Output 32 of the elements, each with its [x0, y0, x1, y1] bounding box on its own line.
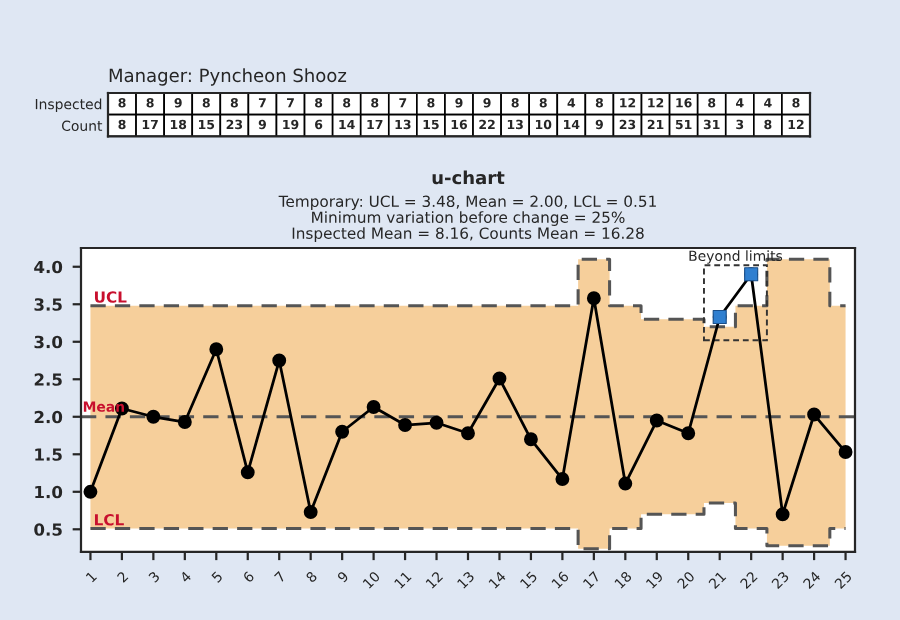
point	[586, 291, 601, 306]
chart-title: Manager: Pyncheon Shooz	[109, 68, 347, 86]
point	[272, 353, 287, 368]
point	[303, 505, 318, 519]
point	[335, 424, 350, 439]
point	[398, 418, 413, 432]
point	[461, 426, 475, 441]
y-tick-label: 2.5	[34, 373, 62, 386]
point	[177, 415, 192, 429]
y-tick-label: 3.0	[34, 335, 63, 349]
point	[555, 472, 570, 486]
point	[775, 507, 790, 522]
chart-title: u-chart	[432, 170, 505, 185]
y-tick-label: 0.5	[34, 523, 62, 536]
point	[838, 445, 853, 459]
y-tick-label: 2.0	[34, 410, 63, 424]
y-tick-label: 3.5	[34, 298, 62, 311]
point	[429, 415, 444, 430]
point	[523, 432, 538, 447]
point	[83, 484, 98, 499]
point	[146, 409, 161, 424]
point	[366, 400, 381, 414]
point	[240, 465, 255, 480]
point	[618, 476, 633, 491]
point	[209, 342, 224, 357]
y-tick-label: 4.0	[34, 260, 63, 274]
point	[807, 407, 822, 422]
point	[649, 413, 664, 428]
y-tick-label: 1.0	[35, 485, 63, 499]
y-tick-label: 1.5	[35, 448, 62, 461]
point	[492, 371, 507, 386]
point	[681, 426, 696, 441]
